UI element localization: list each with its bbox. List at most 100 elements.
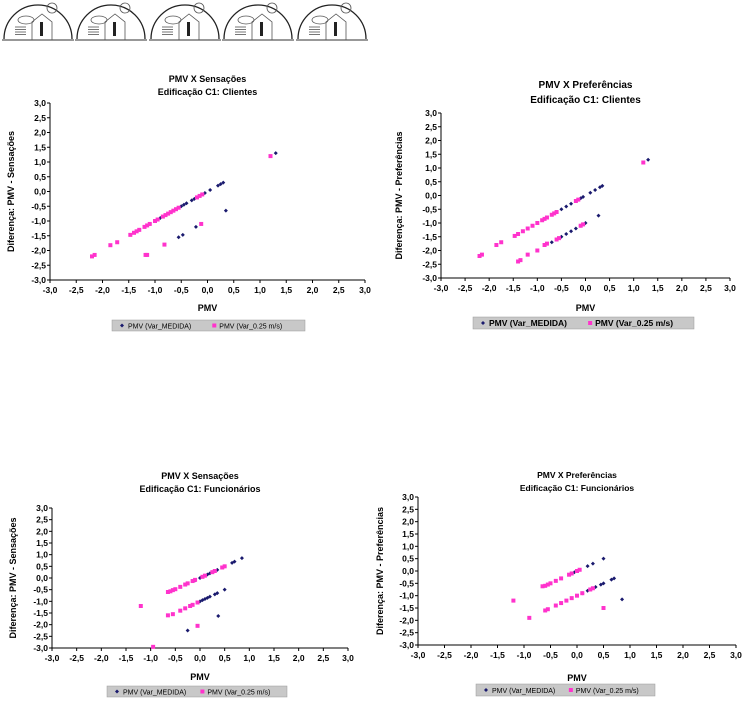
x-tick-label: -0,5 (543, 650, 558, 660)
x-tick-label: 2,5 (317, 653, 329, 663)
x-tick-label: 2,0 (293, 653, 305, 663)
cloud-shape (17, 15, 35, 25)
y-tick-label: -2,5 (31, 260, 46, 270)
data-point-medida (273, 151, 278, 156)
data-point-var025 (575, 569, 579, 573)
y-axis-label: Diferença: PMV - Preferências (394, 131, 404, 259)
data-point-medida (612, 576, 617, 581)
chart-title: PMV X Sensações (161, 471, 239, 481)
data-point-var025 (185, 581, 190, 586)
x-tick-label: 0,5 (219, 653, 231, 663)
house-shape (251, 13, 273, 40)
y-tick-label: -0,5 (399, 578, 414, 588)
x-tick-label: 2,0 (307, 285, 319, 295)
data-point-var025 (183, 606, 188, 611)
x-axis-label: PMV (576, 303, 596, 313)
x-axis-label: PMV (567, 673, 587, 683)
data-point-var025 (549, 212, 554, 217)
data-point-var025 (142, 224, 147, 229)
y-tick-label: -2,0 (399, 615, 414, 625)
x-tick-label: 2,0 (677, 650, 689, 660)
data-point-medida (601, 581, 606, 586)
y-tick-label: 3,0 (425, 108, 437, 118)
sun-shape (266, 2, 278, 14)
data-point-var025 (578, 223, 583, 228)
data-point-medida (181, 202, 186, 207)
y-axis-label: Diferença: PMV - Sensações (6, 131, 16, 252)
data-point-medida (593, 188, 598, 192)
data-point-var025 (540, 584, 545, 589)
house-shape (178, 13, 200, 40)
chart-3: PMV X Sensações Edificação C1: Funcionári… (8, 471, 354, 698)
data-point-var025 (170, 588, 175, 593)
x-tick-label: -1,0 (530, 283, 545, 293)
data-point-var025 (160, 214, 165, 219)
y-tick-label: 1,5 (425, 149, 437, 159)
data-point-medida (549, 240, 554, 245)
data-point-var025 (559, 576, 564, 581)
chart-title: PMV X Sensações (169, 74, 247, 84)
legend-marker-medida (481, 321, 485, 325)
y-tick-label: -0,5 (422, 204, 437, 214)
data-point-var025 (222, 564, 227, 569)
y-tick-label: -3,0 (33, 643, 48, 653)
data-point-var025 (220, 565, 225, 570)
house-climate-icon (296, 2, 368, 41)
cloud-shape (164, 15, 182, 25)
data-point-var025 (165, 590, 170, 594)
y-tick-label: 0,5 (425, 177, 437, 187)
x-tick-label: 0,0 (580, 283, 592, 293)
data-point-var025 (151, 644, 156, 649)
person-shape (334, 22, 337, 36)
data-point-var025 (178, 584, 183, 589)
data-point-var025 (525, 226, 530, 231)
data-point-medida (180, 232, 185, 237)
legend-marker-medida (115, 689, 119, 694)
sun-shape (46, 2, 58, 14)
data-point-var025 (132, 230, 136, 235)
x-tick-label: -1,5 (506, 283, 521, 293)
x-tick-label: 1,0 (628, 283, 640, 293)
legend-marker-medida (484, 688, 488, 692)
y-tick-label: -2,5 (422, 259, 437, 269)
data-point-var025 (108, 243, 113, 248)
data-point-medida (193, 224, 198, 229)
legend-box (475, 683, 656, 697)
y-tick-label: 3,0 (36, 503, 48, 513)
data-point-var025 (564, 598, 569, 603)
legend-box (106, 685, 288, 698)
data-point-var025 (195, 600, 200, 605)
data-point-medida (189, 198, 194, 203)
data-point-var025 (576, 197, 581, 202)
data-point-medida (620, 597, 625, 602)
data-point-var025 (530, 223, 535, 228)
data-point-medida (590, 561, 595, 566)
x-tick-label: -1,0 (517, 650, 532, 660)
y-tick-label: -3,0 (422, 273, 437, 283)
y-tick-label: -1,0 (422, 218, 437, 228)
data-point-var025 (134, 229, 139, 234)
data-point-var025 (190, 579, 195, 584)
data-point-var025 (540, 218, 545, 223)
data-point-var025 (525, 252, 530, 257)
x-tick-label: 0,0 (571, 650, 583, 660)
house-climate-icon (149, 2, 221, 41)
y-tick-label: 2,5 (402, 504, 414, 514)
data-point-var025 (168, 589, 173, 594)
legend-marker-medida (120, 323, 124, 328)
y-tick-label: 1,0 (36, 550, 48, 560)
y-tick-label: -1,5 (31, 231, 46, 241)
sun-shape (340, 2, 352, 14)
data-point-var025 (145, 223, 150, 228)
data-point-var025 (92, 252, 97, 257)
y-tick-label: -2,0 (422, 246, 437, 256)
data-point-var025 (641, 160, 646, 165)
x-axis-label: PMV (190, 672, 210, 682)
x-tick-label: 0,0 (194, 653, 206, 663)
x-tick-label: -2,5 (458, 283, 473, 293)
house-climate-icon (222, 2, 294, 41)
x-tick-label: -1,5 (490, 650, 505, 660)
data-point-medida (559, 207, 564, 212)
data-point-var025 (548, 581, 553, 586)
y-tick-label: 0,0 (34, 187, 46, 197)
